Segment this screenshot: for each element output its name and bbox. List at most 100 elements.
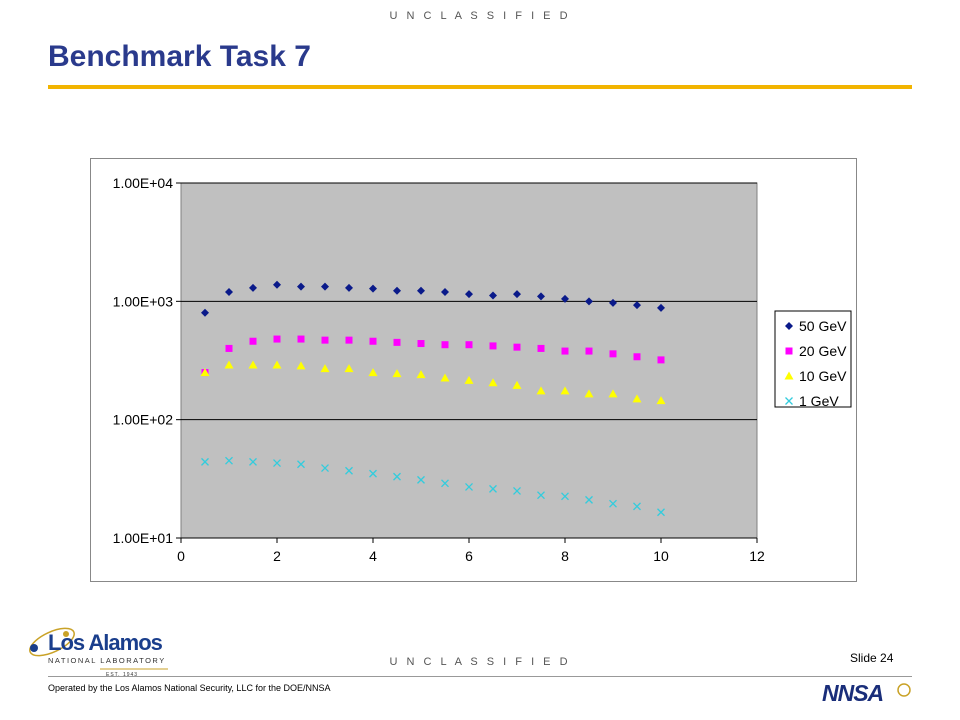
data-point — [248, 360, 258, 369]
data-point — [440, 373, 450, 382]
plot-area — [180, 182, 758, 539]
data-point — [345, 466, 353, 475]
data-point — [249, 283, 257, 292]
data-point — [537, 344, 545, 352]
data-point — [561, 294, 569, 303]
data-point — [225, 344, 233, 352]
logo-est: EST. 1943 — [106, 672, 138, 678]
data-point — [417, 340, 425, 348]
operated-by-text: Operated by the Los Alamos National Secu… — [48, 683, 331, 693]
legend-marker — [785, 322, 793, 330]
data-point — [585, 495, 593, 504]
data-point — [465, 290, 473, 299]
series-1-gev — [201, 456, 665, 517]
data-point — [272, 360, 282, 369]
data-point — [273, 280, 281, 289]
page-title: Benchmark Task 7 — [48, 40, 311, 73]
x-tick-label: 10 — [653, 548, 669, 564]
data-point — [656, 396, 666, 405]
data-point — [633, 301, 641, 310]
data-point — [489, 484, 497, 493]
data-point — [225, 287, 233, 296]
data-point — [464, 375, 474, 384]
data-point — [609, 350, 617, 358]
data-point — [633, 502, 641, 511]
data-point — [273, 459, 281, 467]
data-point — [297, 282, 305, 291]
legend-marker — [784, 371, 794, 380]
data-point — [369, 469, 377, 478]
data-point — [200, 368, 210, 377]
data-point — [633, 353, 641, 361]
legend-label: 20 GeV — [799, 343, 847, 359]
legend-label: 50 GeV — [799, 318, 847, 334]
data-point — [345, 336, 353, 344]
data-point — [608, 389, 618, 398]
data-point — [441, 287, 449, 296]
data-point — [561, 492, 569, 501]
data-point — [392, 369, 402, 378]
data-point — [296, 361, 306, 370]
data-point — [225, 456, 233, 465]
data-point — [513, 290, 521, 299]
y-tick-label: 1.00E+01 — [113, 530, 174, 546]
data-point — [321, 282, 329, 291]
data-point — [345, 283, 353, 292]
data-point — [320, 364, 330, 373]
x-tick-label: 12 — [749, 548, 765, 564]
data-point — [489, 291, 497, 300]
data-point — [513, 343, 521, 351]
data-point — [273, 335, 281, 343]
data-point — [537, 491, 545, 500]
data-point — [513, 486, 521, 495]
scatter-chart: 1.00E+01 1.00E+02 1.00E+03 1.00E+04 0 2 4 6 8 10 1… — [113, 175, 852, 564]
nnsa-logo: NNSA — [822, 680, 911, 706]
data-point — [201, 308, 209, 317]
data-point — [657, 303, 665, 312]
data-point — [393, 338, 401, 346]
data-point — [609, 298, 617, 307]
classification-top: U N C L A S S I F I E D — [389, 10, 571, 22]
data-point — [417, 286, 425, 295]
data-point — [201, 457, 209, 466]
data-point — [536, 386, 546, 395]
data-point — [344, 364, 354, 373]
y-tick-label: 1.00E+03 — [113, 293, 174, 309]
data-point — [393, 286, 401, 295]
x-tick-label: 0 — [177, 548, 185, 564]
legend-label: 1 GeV — [799, 393, 839, 409]
classification-bottom: U N C L A S S I F I E D — [389, 656, 571, 668]
legend-marker — [785, 397, 793, 405]
data-point — [441, 479, 449, 488]
lanl-logo: Los Alamos NATIONAL LABORATORY EST. 1943 — [29, 627, 168, 678]
x-tick-label: 8 — [561, 548, 569, 564]
data-point — [297, 335, 305, 343]
data-point — [417, 475, 425, 484]
data-point — [584, 389, 594, 398]
data-point — [465, 341, 473, 349]
data-point — [321, 336, 329, 344]
data-point — [657, 356, 665, 364]
legend-box — [774, 310, 852, 408]
data-point — [609, 499, 617, 508]
legend-label: 10 GeV — [799, 368, 847, 384]
x-tick-label: 6 — [465, 548, 473, 564]
data-point — [489, 342, 497, 350]
data-point — [632, 394, 642, 403]
footer-rule — [48, 676, 912, 677]
legend-marker — [785, 347, 793, 355]
data-point — [297, 460, 305, 469]
data-point — [488, 378, 498, 387]
data-point — [368, 368, 378, 377]
nnsa-logo-text: NNSA — [822, 680, 883, 706]
data-point — [512, 380, 522, 389]
x-tick-label: 4 — [369, 548, 377, 564]
chart-container: 1.00E+01 1.00E+02 1.00E+03 1.00E+04 0 2 4 6 8 10 1… — [90, 158, 857, 582]
data-point — [416, 370, 426, 379]
data-point — [224, 360, 234, 369]
data-point — [441, 341, 449, 349]
data-point — [657, 508, 665, 517]
data-point — [393, 472, 401, 481]
data-point — [560, 386, 570, 395]
series-10-gev — [200, 360, 666, 405]
